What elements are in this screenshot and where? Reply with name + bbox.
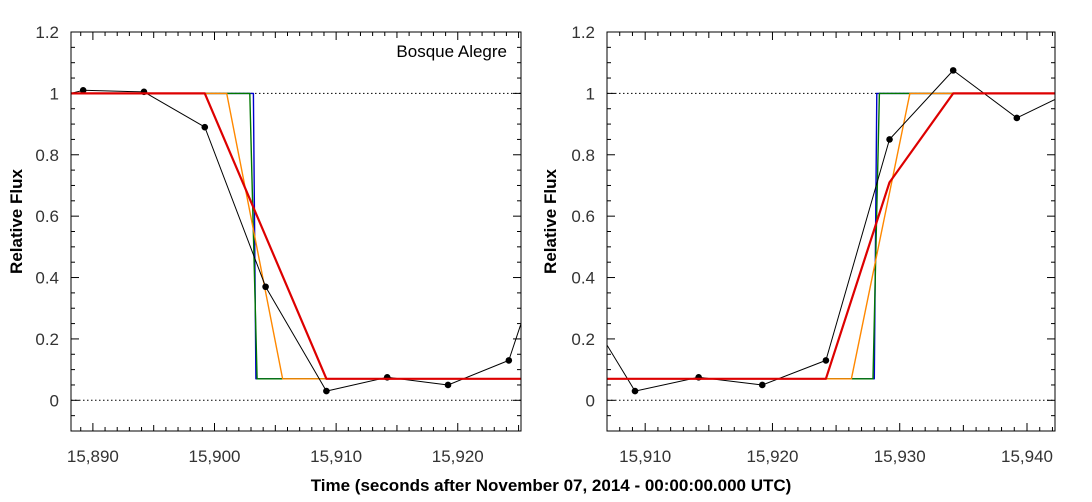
model-light-curve: [607, 92, 1055, 380]
x-axis-title: Time (seconds after November 07, 2014 - …: [311, 476, 792, 495]
observatory-label: Bosque Alegre: [396, 42, 507, 61]
data-point: [758, 381, 766, 389]
plot-frame: [606, 31, 1056, 432]
data-point: [822, 357, 830, 364]
y-tick-label: 0.2: [35, 330, 59, 349]
plot-area: [607, 67, 1055, 395]
model-light-curve: [607, 92, 1055, 380]
data-point: [79, 87, 87, 94]
y-axis-title: Relative Flux: [541, 169, 560, 274]
observed-flux-line: [607, 69, 1055, 392]
x-tick-label: 15,930: [874, 447, 926, 466]
y-tick-label: 1.2: [35, 23, 59, 42]
y-tick-label: 0.8: [35, 146, 59, 165]
y-tick-label: 1: [50, 84, 59, 103]
y-tick-label: 1: [586, 84, 595, 103]
y-tick-label: 0.6: [571, 207, 595, 226]
x-tick-label: 15,900: [189, 447, 241, 466]
y-tick-label: 0.2: [571, 330, 595, 349]
y-tick-label: 0: [586, 391, 595, 410]
model-light-curve: [71, 92, 521, 380]
model-light-curve: [71, 92, 521, 380]
left-panel: 0 0.2 0.4 0.6 0.8 1 1.2 15,890 15,900 15,910 15,92…: [7, 23, 522, 466]
data-point: [1013, 114, 1021, 122]
right-panel: 0 0.2 0.4 0.6 0.8 1 1.2 15,910 15,920 15,930 15,94…: [541, 23, 1056, 466]
model-light-curve: [607, 92, 1055, 380]
data-point: [262, 283, 269, 291]
data-point: [505, 357, 513, 364]
y-tick-label: 0.6: [35, 207, 59, 226]
y-axis-title: Relative Flux: [7, 169, 26, 274]
x-tick-label: 15,920: [432, 447, 484, 466]
model-light-curve: [71, 92, 521, 380]
data-point: [886, 136, 893, 143]
x-tick-label: 15,910: [310, 447, 362, 466]
x-tick-label: 15,910: [619, 447, 671, 466]
y-tick-label: 0.4: [571, 269, 595, 288]
plot-frame: [70, 31, 522, 432]
x-tick-label: 15,890: [67, 447, 119, 466]
plot-area: [71, 87, 521, 395]
data-point: [444, 381, 452, 389]
data-point: [949, 67, 957, 74]
y-tick-label: 0: [50, 391, 59, 410]
y-tick-label: 0.8: [571, 146, 595, 165]
data-point: [631, 387, 639, 395]
x-tick-label: 15,940: [1001, 447, 1053, 466]
y-tick-label: 1.2: [571, 23, 595, 42]
observed-flux-line: [71, 89, 521, 392]
data-point: [323, 387, 330, 395]
x-tick-label: 15,920: [746, 447, 798, 466]
model-light-curve: [607, 92, 1055, 380]
y-tick-label: 0.4: [35, 269, 59, 288]
data-point: [201, 123, 209, 131]
model-light-curve: [71, 92, 521, 380]
